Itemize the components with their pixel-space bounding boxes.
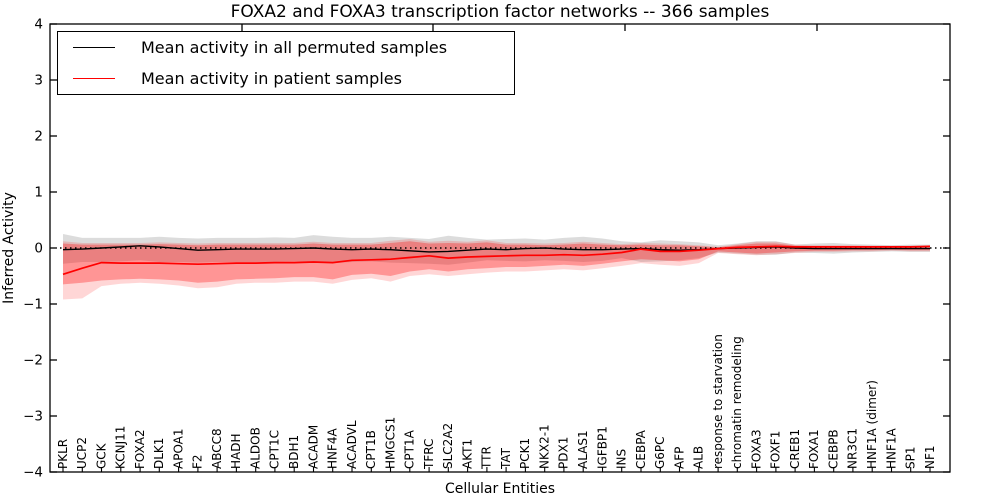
x-tick-label: FOXF1: [769, 431, 783, 469]
x-tick-label: AKT1: [460, 439, 474, 469]
legend-item-permuted: Mean activity in all permuted samples: [58, 33, 514, 63]
x-tick-label: FOXA3: [749, 429, 763, 469]
y-tick-label: 4: [34, 17, 43, 33]
x-tick-label: NKX2-1: [538, 424, 552, 469]
x-tick-label: HADH: [229, 434, 243, 470]
patient-samples-outer-range-band: [63, 239, 930, 300]
x-tick-label: NF1: [923, 445, 937, 469]
x-tick-label: ALAS1: [576, 430, 590, 469]
x-axis-label: Cellular Entities: [445, 481, 555, 497]
legend: Mean activity in all permuted samples Me…: [57, 31, 515, 95]
x-tick-label: SP1: [904, 447, 918, 470]
y-tick-label: −1: [23, 297, 43, 313]
x-tick-label: APOA1: [171, 428, 185, 469]
x-tick-label: ACADM: [306, 425, 320, 469]
x-tick-label: response to starvation: [711, 334, 725, 469]
x-tick-label: PCK1: [518, 438, 532, 469]
x-tick-label: UCP2: [75, 437, 89, 469]
x-tick-label: ALB: [692, 446, 706, 469]
x-tick-label: ACADVL: [345, 420, 359, 469]
x-tick-label: PKLR: [56, 439, 70, 469]
patient-mean-line: [62, 245, 931, 276]
x-tick-label: CPT1A: [403, 429, 417, 469]
x-tick-label: PDX1: [557, 437, 571, 469]
x-tick-label: IGFBP1: [595, 426, 609, 469]
x-tick-label: INS: [615, 449, 629, 469]
x-tick-label: CEBPA: [634, 429, 648, 469]
x-tick-label: ALDOB: [249, 427, 263, 469]
legend-item-patient: Mean activity in patient samples: [58, 64, 514, 94]
y-tick-label: 0: [34, 241, 43, 257]
x-tick-label: ABCC8: [210, 428, 224, 469]
legend-label-patient: Mean activity in patient samples: [141, 69, 402, 88]
x-tick-label: SLC2A2: [441, 423, 455, 469]
x-tick-label: FOXA1: [807, 429, 821, 469]
x-tick-label: HNF1A: [884, 427, 898, 469]
y-axis-label: Inferred Activity: [1, 192, 17, 304]
plot-area: 4 3 2 1 0 −1 −2 −3 −4 PKLR UCP2 GCK KCNJ11 FOXA2 DLK1 A…: [23, 17, 951, 481]
x-tick-label: chromatin remodeling: [730, 336, 744, 469]
y-tick-label: −4: [23, 465, 43, 481]
patient-samples-inner-range-band: [63, 241, 930, 285]
y-tick-label: 1: [34, 185, 43, 201]
y-tick-label: −3: [23, 409, 43, 425]
x-tick-label: DLK1: [152, 438, 166, 469]
x-tick-label: F2: [191, 454, 205, 469]
x-tick-label: TAT: [499, 447, 513, 470]
patient-line-sample: [73, 78, 115, 79]
x-tick-label: AFP: [672, 447, 686, 469]
x-tick-label: CEBPB: [827, 429, 841, 469]
x-tick-label: HNF4A: [326, 427, 340, 469]
x-tick-label: HNF1A (dimer): [865, 380, 879, 469]
x-tick-label: GCK: [94, 442, 108, 469]
x-tick-label: CREB1: [788, 429, 802, 469]
x-tick-label: KCNJ11: [114, 426, 128, 469]
x-tick-label: CPT1B: [364, 430, 378, 469]
x-tick-label: G6PC: [653, 436, 667, 469]
y-tick-label: −2: [23, 353, 43, 369]
x-tick-label: TTR: [480, 446, 494, 470]
chart-title: FOXA2 and FOXA3 transcription factor net…: [231, 2, 770, 22]
x-tick-label: FOXA2: [133, 429, 147, 469]
x-tick-label: NR3C1: [846, 428, 860, 469]
y-tick-label: 3: [34, 73, 43, 89]
x-tick-label: BDH1: [287, 435, 301, 469]
x-tick-label: TFRC: [422, 439, 436, 470]
x-tick-label: HMGCS1: [383, 417, 397, 469]
x-tick-label: CPT1C: [268, 430, 282, 469]
legend-label-permuted: Mean activity in all permuted samples: [141, 38, 448, 57]
y-tick-label: 2: [34, 129, 43, 145]
permuted-line-sample: [73, 47, 115, 48]
